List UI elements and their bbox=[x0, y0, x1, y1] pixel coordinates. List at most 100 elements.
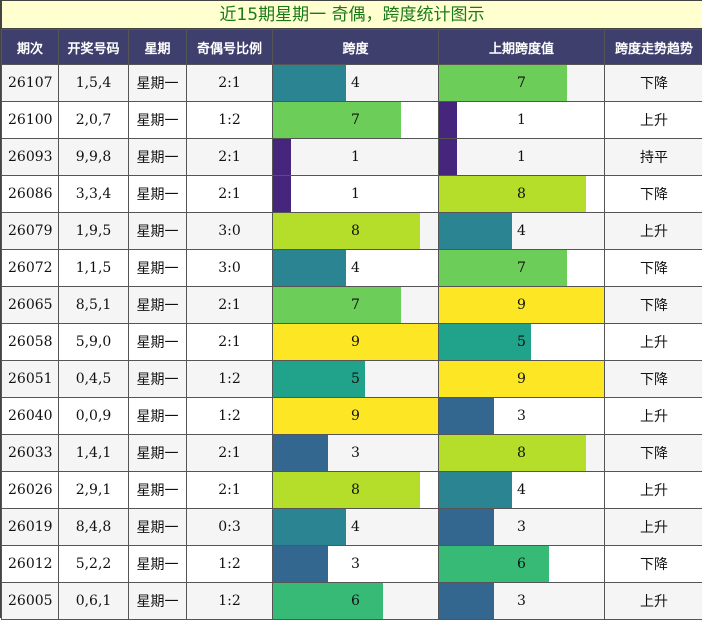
span-cell: 8 bbox=[273, 472, 439, 509]
weekday-cell: 星期一 bbox=[129, 65, 187, 102]
prev-span-label: 7 bbox=[439, 250, 604, 286]
issue-cell: 26100 bbox=[2, 102, 59, 139]
issue-cell: 26019 bbox=[2, 509, 59, 546]
span-label: 3 bbox=[273, 546, 438, 582]
prev-span-cell: 9 bbox=[439, 361, 605, 398]
numbers-cell: 2,9,1 bbox=[59, 472, 129, 509]
span-label: 4 bbox=[273, 509, 438, 545]
span-cell: 3 bbox=[273, 546, 439, 583]
weekday-cell: 星期一 bbox=[129, 324, 187, 361]
issue-cell: 26093 bbox=[2, 139, 59, 176]
numbers-cell: 0,0,9 bbox=[59, 398, 129, 435]
trend-cell: 下降 bbox=[605, 287, 702, 324]
prev-span-cell: 9 bbox=[439, 287, 605, 324]
prev-span-label: 1 bbox=[439, 102, 604, 138]
trend-cell: 下降 bbox=[605, 546, 702, 583]
numbers-cell: 1,9,5 bbox=[59, 213, 129, 250]
numbers-cell: 9,9,8 bbox=[59, 139, 129, 176]
span-cell: 3 bbox=[273, 435, 439, 472]
header-numbers: 开奖号码 bbox=[59, 30, 129, 65]
trend-cell: 上升 bbox=[605, 324, 702, 361]
weekday-cell: 星期一 bbox=[129, 250, 187, 287]
prev-span-cell: 7 bbox=[439, 250, 605, 287]
numbers-cell: 8,5,1 bbox=[59, 287, 129, 324]
issue-cell: 26051 bbox=[2, 361, 59, 398]
issue-cell: 26065 bbox=[2, 287, 59, 324]
trend-cell: 下降 bbox=[605, 250, 702, 287]
trend-cell: 下降 bbox=[605, 361, 702, 398]
weekday-cell: 星期一 bbox=[129, 546, 187, 583]
prev-span-label: 4 bbox=[439, 213, 604, 249]
prev-span-label: 4 bbox=[439, 472, 604, 508]
header-span: 跨度 bbox=[273, 30, 439, 65]
ratio-cell: 1:2 bbox=[187, 398, 273, 435]
header-prev-span: 上期跨度值 bbox=[439, 30, 605, 65]
weekday-cell: 星期一 bbox=[129, 472, 187, 509]
numbers-cell: 0,4,5 bbox=[59, 361, 129, 398]
span-label: 6 bbox=[273, 583, 438, 619]
span-cell: 4 bbox=[273, 65, 439, 102]
prev-span-cell: 1 bbox=[439, 102, 605, 139]
weekday-cell: 星期一 bbox=[129, 398, 187, 435]
span-cell: 5 bbox=[273, 361, 439, 398]
prev-span-cell: 4 bbox=[439, 472, 605, 509]
prev-span-cell: 8 bbox=[439, 176, 605, 213]
ratio-cell: 0:3 bbox=[187, 509, 273, 546]
span-cell: 4 bbox=[273, 509, 439, 546]
header-ratio: 奇偶号比例 bbox=[187, 30, 273, 65]
weekday-cell: 星期一 bbox=[129, 102, 187, 139]
span-label: 3 bbox=[273, 435, 438, 471]
prev-span-cell: 8 bbox=[439, 435, 605, 472]
header-trend: 跨度走势趋势 bbox=[605, 30, 702, 65]
span-cell: 7 bbox=[273, 287, 439, 324]
prev-span-cell: 3 bbox=[439, 509, 605, 546]
numbers-cell: 1,1,5 bbox=[59, 250, 129, 287]
weekday-cell: 星期一 bbox=[129, 509, 187, 546]
prev-span-cell: 6 bbox=[439, 546, 605, 583]
ratio-cell: 2:1 bbox=[187, 287, 273, 324]
weekday-cell: 星期一 bbox=[129, 361, 187, 398]
weekday-cell: 星期一 bbox=[129, 435, 187, 472]
prev-span-cell: 1 bbox=[439, 139, 605, 176]
numbers-cell: 3,3,4 bbox=[59, 176, 129, 213]
prev-span-cell: 7 bbox=[439, 65, 605, 102]
weekday-cell: 星期一 bbox=[129, 583, 187, 620]
prev-span-cell: 5 bbox=[439, 324, 605, 361]
numbers-cell: 0,6,1 bbox=[59, 583, 129, 620]
header-issue: 期次 bbox=[2, 30, 59, 65]
trend-cell: 上升 bbox=[605, 509, 702, 546]
issue-cell: 26058 bbox=[2, 324, 59, 361]
prev-span-label: 3 bbox=[439, 583, 604, 619]
issue-cell: 26107 bbox=[2, 65, 59, 102]
ratio-cell: 2:1 bbox=[187, 65, 273, 102]
span-cell: 8 bbox=[273, 213, 439, 250]
weekday-cell: 星期一 bbox=[129, 213, 187, 250]
ratio-cell: 2:1 bbox=[187, 139, 273, 176]
span-label: 7 bbox=[273, 102, 438, 138]
issue-cell: 26086 bbox=[2, 176, 59, 213]
span-label: 7 bbox=[273, 287, 438, 323]
span-label: 4 bbox=[273, 65, 438, 101]
span-cell: 6 bbox=[273, 583, 439, 620]
trend-cell: 持平 bbox=[605, 139, 702, 176]
prev-span-label: 3 bbox=[439, 398, 604, 434]
numbers-cell: 5,9,0 bbox=[59, 324, 129, 361]
weekday-cell: 星期一 bbox=[129, 287, 187, 324]
span-label: 5 bbox=[273, 361, 438, 397]
issue-cell: 26033 bbox=[2, 435, 59, 472]
ratio-cell: 2:1 bbox=[187, 472, 273, 509]
issue-cell: 26040 bbox=[2, 398, 59, 435]
trend-cell: 下降 bbox=[605, 435, 702, 472]
ratio-cell: 2:1 bbox=[187, 435, 273, 472]
trend-cell: 上升 bbox=[605, 102, 702, 139]
ratio-cell: 1:2 bbox=[187, 361, 273, 398]
ratio-cell: 3:0 bbox=[187, 250, 273, 287]
